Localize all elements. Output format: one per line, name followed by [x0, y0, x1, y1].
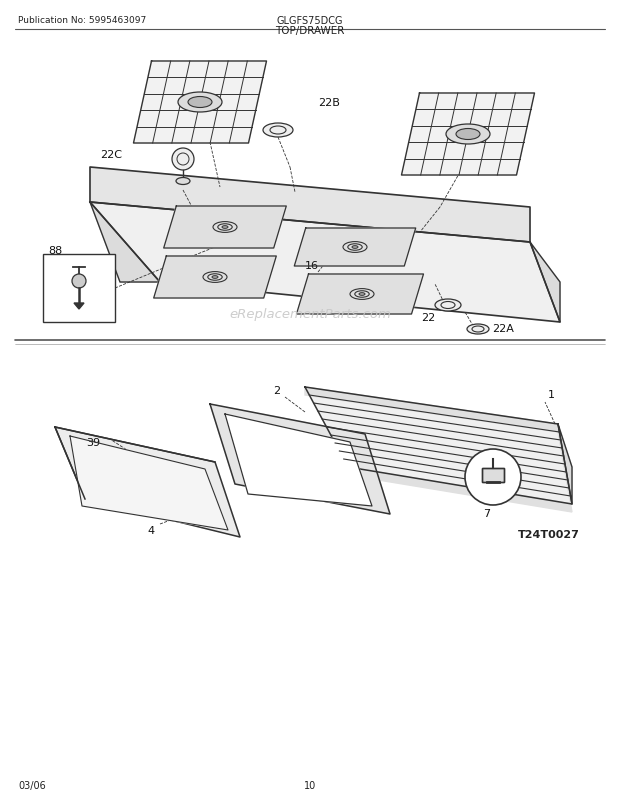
- Bar: [482, 468, 504, 482]
- Polygon shape: [305, 387, 572, 512]
- Text: 39: 39: [86, 437, 100, 448]
- Ellipse shape: [352, 246, 358, 249]
- Polygon shape: [558, 424, 572, 504]
- Text: 88: 88: [48, 245, 62, 256]
- Ellipse shape: [222, 226, 228, 229]
- Ellipse shape: [446, 125, 490, 145]
- Text: 03/06: 03/06: [18, 780, 46, 790]
- Bar: [43, 255, 115, 322]
- Text: 2: 2: [273, 386, 280, 395]
- Ellipse shape: [172, 149, 194, 171]
- Polygon shape: [225, 415, 372, 506]
- Text: TOP/DRAWER: TOP/DRAWER: [275, 26, 345, 36]
- Polygon shape: [530, 243, 560, 322]
- Text: GLGFS75DCG: GLGFS75DCG: [277, 16, 343, 26]
- Text: 22B: 22B: [318, 98, 340, 107]
- Polygon shape: [55, 427, 240, 537]
- Bar: [482, 468, 504, 482]
- Text: eReplacementParts.com: eReplacementParts.com: [229, 308, 391, 321]
- Text: 4: 4: [148, 525, 155, 535]
- Ellipse shape: [465, 449, 521, 505]
- Text: 20: 20: [455, 95, 471, 107]
- Text: 16: 16: [305, 261, 319, 270]
- Text: 22A: 22A: [492, 323, 514, 334]
- Text: 22: 22: [421, 313, 435, 322]
- Ellipse shape: [263, 124, 293, 138]
- Text: 7: 7: [484, 508, 490, 518]
- Ellipse shape: [435, 300, 461, 312]
- Polygon shape: [294, 229, 415, 267]
- Polygon shape: [90, 203, 160, 282]
- Ellipse shape: [212, 277, 218, 279]
- Ellipse shape: [178, 93, 222, 113]
- Polygon shape: [90, 203, 560, 322]
- Ellipse shape: [188, 97, 212, 108]
- Polygon shape: [90, 168, 530, 243]
- Polygon shape: [305, 387, 572, 504]
- Ellipse shape: [72, 274, 86, 289]
- Ellipse shape: [359, 294, 365, 296]
- Text: 22C: 22C: [100, 150, 122, 160]
- Polygon shape: [154, 257, 277, 298]
- Polygon shape: [133, 62, 267, 144]
- Polygon shape: [402, 94, 534, 176]
- Polygon shape: [74, 304, 84, 310]
- Polygon shape: [70, 436, 228, 530]
- Text: 10: 10: [304, 780, 316, 790]
- Ellipse shape: [467, 325, 489, 334]
- Text: Publication No: 5995463097: Publication No: 5995463097: [18, 16, 146, 25]
- Polygon shape: [296, 274, 423, 314]
- Ellipse shape: [176, 178, 190, 185]
- Text: T24T0027: T24T0027: [518, 529, 580, 539]
- Polygon shape: [210, 404, 390, 514]
- Text: 1: 1: [548, 390, 555, 399]
- Ellipse shape: [456, 129, 480, 140]
- Text: 20: 20: [185, 64, 201, 77]
- Polygon shape: [164, 207, 286, 249]
